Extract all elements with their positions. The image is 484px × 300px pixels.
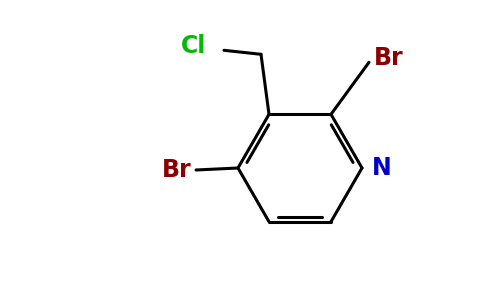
Text: Br: Br <box>161 158 191 182</box>
Text: Cl: Cl <box>181 34 206 58</box>
Text: N: N <box>372 156 392 180</box>
Text: Br: Br <box>374 46 404 70</box>
